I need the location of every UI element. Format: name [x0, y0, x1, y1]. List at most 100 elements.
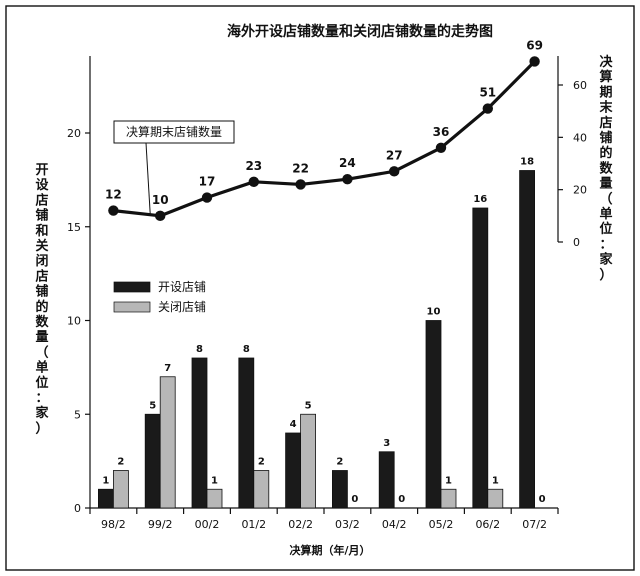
annotation-layer: 决算期末店铺数量: [113, 120, 235, 214]
left-y-tick-label: 5: [74, 408, 81, 421]
end-store-count-line: [111, 59, 537, 218]
right-y-axis-title-char: 店: [599, 115, 612, 131]
left-y-axis-title-char: 设: [35, 178, 49, 193]
right-y-tick-label: 60: [573, 79, 587, 92]
open-store-bar: [378, 451, 395, 509]
x-tick-label: 02/2: [288, 518, 313, 531]
open-store-bar-label: 8: [243, 344, 250, 355]
end-store-count-point: [529, 56, 540, 67]
closed-store-bar: [487, 488, 504, 509]
x-tick-label: 99/2: [148, 518, 173, 531]
x-tick-label: 03/2: [335, 518, 360, 531]
x-tick-label: 06/2: [475, 518, 500, 531]
end-store-count-point: [435, 142, 447, 153]
annotation-leader-line: [145, 142, 151, 214]
open-store-bar-label: 4: [290, 419, 297, 430]
closed-store-bar-label: 7: [164, 363, 171, 374]
open-store-bar-label: 3: [383, 438, 390, 449]
x-tick-label: 04/2: [382, 518, 407, 531]
end-store-count-label: 51: [479, 86, 496, 100]
legend-open-swatch: [113, 281, 151, 293]
left-y-axis-title-char: （: [35, 344, 48, 360]
right-y-axis-title-char: （: [599, 191, 612, 207]
right-y-tick-label: 0: [573, 236, 580, 249]
end-store-count-point: [342, 174, 353, 185]
right-y-axis-title-char: 数: [599, 160, 613, 176]
closed-store-bar-label: 2: [117, 457, 124, 468]
closed-store-bar-label: 0: [539, 494, 546, 505]
end-store-count-label: 24: [339, 156, 356, 170]
end-store-count-label: 27: [386, 148, 403, 162]
left-y-axis-title-char: 和: [35, 223, 48, 239]
line-layer: 12 10 17 23 22 24 27 36 51 69: [105, 38, 543, 222]
x-tick-label: 01/2: [241, 518, 266, 531]
open-store-bar: [331, 470, 348, 509]
closed-store-bar-label: 1: [445, 475, 452, 486]
end-store-count-point: [295, 179, 306, 190]
x-tick-label: 98/2: [101, 518, 126, 531]
open-store-bar-label: 16: [473, 194, 487, 205]
end-store-count-point: [108, 205, 119, 216]
chart-frame: [5, 5, 635, 571]
right-y-axis-title-char: 量: [599, 177, 612, 192]
end-store-count-point: [389, 166, 400, 177]
left-y-axis-title-char: ）: [35, 420, 48, 436]
open-store-bar: [191, 357, 208, 509]
closed-store-bar-label: 2: [258, 457, 265, 468]
left-y-axis-title-char: 店: [35, 192, 48, 208]
end-store-count-label: 10: [152, 193, 169, 207]
closed-store-bar: [206, 488, 223, 509]
right-y-tick-label: 40: [573, 131, 587, 144]
right-y-axis-title-char: 末: [598, 100, 613, 116]
right-y-axis-title-char: 铺: [599, 130, 612, 146]
closed-store-bar: [440, 488, 457, 509]
right-y-axis-title-char: 的: [599, 145, 612, 161]
left-y-axis-title-char: 铺: [35, 284, 48, 300]
closed-store-bar-label: 0: [351, 494, 358, 505]
x-axis-title: 决算期（年/月）: [289, 543, 370, 557]
left-y-axis-title-char: 数: [35, 314, 49, 330]
end-store-count-label: 22: [292, 161, 309, 175]
right-y-axis-title-char: 位: [599, 221, 612, 237]
end-store-count-label: 12: [105, 188, 122, 202]
left-y-axis-title-char: 店: [35, 268, 48, 284]
open-store-bar-label: 2: [336, 457, 343, 468]
closed-store-bar-label: 1: [492, 475, 499, 486]
closed-store-bar-label: 1: [211, 475, 218, 486]
left-y-axis-title-char: 量: [35, 330, 48, 345]
end-store-count-label: 17: [199, 175, 216, 189]
right-y-axis-title-char: 单: [599, 206, 612, 222]
legend-close-label: 关闭店铺: [158, 300, 206, 314]
end-store-count-label: 23: [245, 159, 262, 173]
right-y-axis-title-char: ）: [599, 267, 612, 283]
x-tick-label: 07/2: [522, 518, 547, 531]
annotation-box: [113, 120, 235, 144]
left-y-tick-label: 0: [74, 502, 81, 515]
left-y-axis-title-char: 单: [35, 360, 48, 376]
left-y-tick-label: 20: [67, 127, 81, 140]
left-y-axis-title-char: 关: [35, 238, 48, 254]
closed-store-bar: [300, 413, 317, 509]
x-tick-label: 05/2: [429, 518, 454, 531]
closed-store-bar-label: 0: [398, 494, 405, 505]
left-y-axis-title-char: 的: [35, 299, 48, 315]
right-y-axis-title-char: 算: [599, 69, 612, 85]
right-y-axis-title-char: ：: [599, 237, 612, 252]
open-store-bar: [98, 488, 114, 509]
closed-store-bar-label: 5: [305, 400, 312, 411]
left-y-axis-title-char: 家: [35, 405, 49, 421]
open-store-bar: [285, 432, 302, 509]
right-y-axis-title-char: 家: [599, 252, 613, 268]
annotation-text: 决算期末店铺数量: [126, 124, 222, 139]
open-store-bar: [144, 413, 161, 509]
left-y-tick-label: 10: [67, 315, 81, 328]
open-store-bar: [472, 207, 489, 509]
closed-store-bar: [113, 470, 129, 509]
